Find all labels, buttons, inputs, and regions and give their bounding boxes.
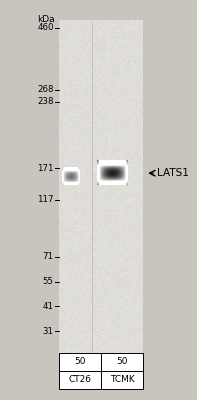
Text: 50: 50: [117, 357, 128, 366]
Text: 460: 460: [37, 24, 54, 32]
Text: kDa: kDa: [37, 15, 55, 24]
Text: 50: 50: [75, 357, 86, 366]
Text: 71: 71: [43, 252, 54, 261]
Text: 31: 31: [43, 327, 54, 336]
Text: CT26: CT26: [69, 375, 92, 384]
Text: 117: 117: [37, 196, 54, 204]
Text: 268: 268: [37, 86, 54, 94]
Text: 55: 55: [43, 277, 54, 286]
Text: 171: 171: [37, 164, 54, 172]
Text: TCMK: TCMK: [110, 375, 135, 384]
Text: LATS1: LATS1: [157, 168, 189, 178]
Text: 41: 41: [43, 302, 54, 311]
Bar: [59, 353, 143, 389]
Text: 238: 238: [37, 98, 54, 106]
